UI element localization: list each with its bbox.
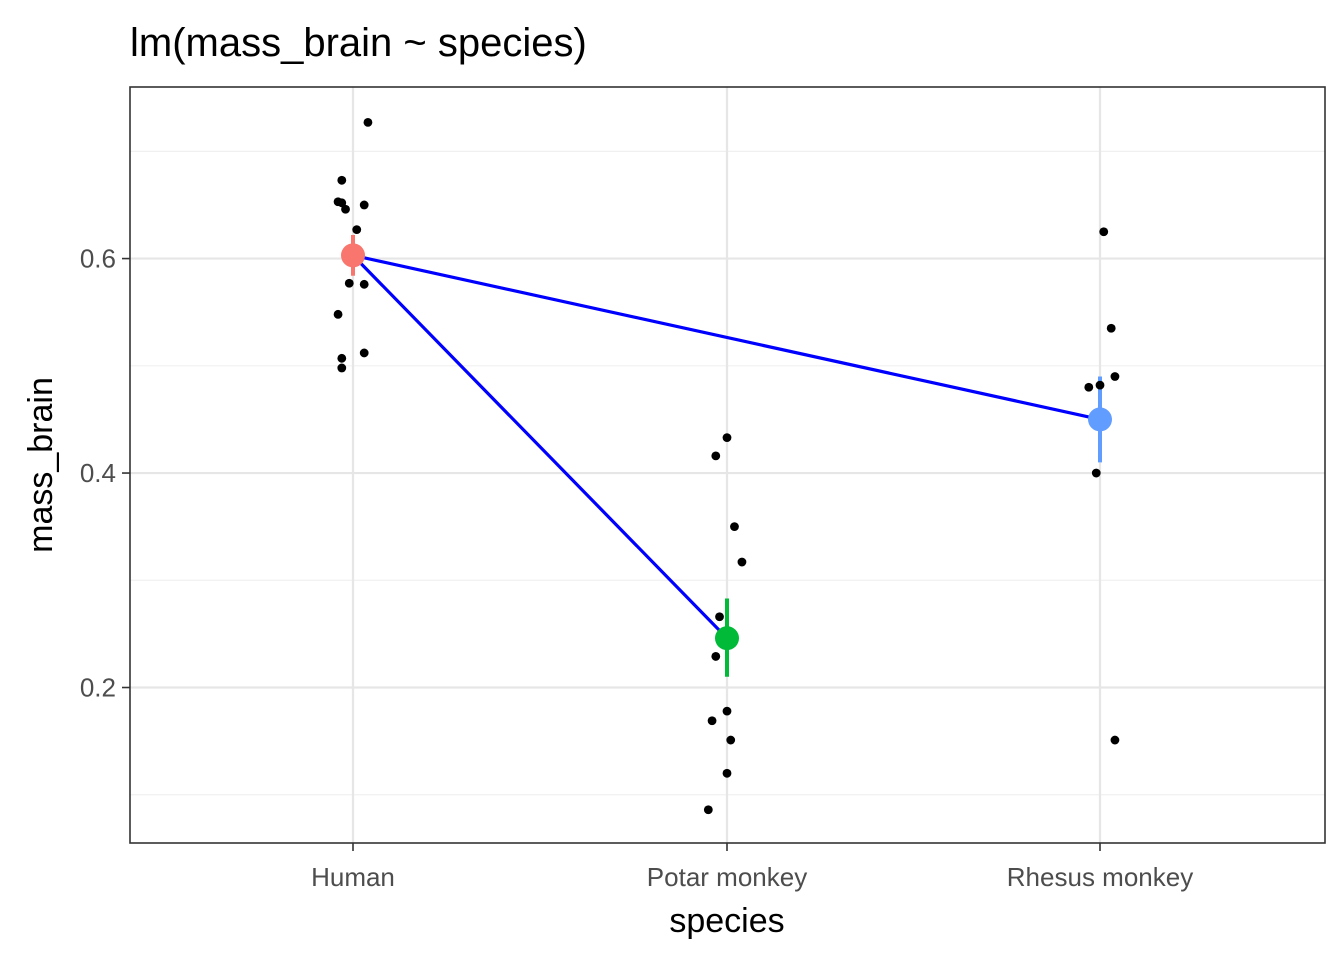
estimate-point xyxy=(341,243,365,268)
observation-point xyxy=(1095,380,1105,390)
observation-point xyxy=(337,363,347,373)
observation-point xyxy=(337,353,347,363)
gridlines xyxy=(130,87,1325,843)
observation-point xyxy=(726,735,736,745)
observation-point xyxy=(341,204,350,214)
y-tick-label: 0.4 xyxy=(80,458,116,488)
observation-point xyxy=(722,768,732,778)
observation-point xyxy=(333,309,343,319)
observation-point xyxy=(337,198,347,208)
observation-point xyxy=(1091,468,1101,478)
comparison-line xyxy=(351,254,729,640)
comparison-line xyxy=(352,253,1101,421)
observation-point xyxy=(359,348,369,358)
observation-point xyxy=(363,117,373,127)
observation-point xyxy=(1110,372,1120,381)
observation-point xyxy=(711,451,721,461)
observation-point xyxy=(359,279,369,289)
observation-point xyxy=(344,278,354,288)
y-tick-label: 0.2 xyxy=(80,673,116,703)
observation-point xyxy=(711,652,721,661)
observation-point xyxy=(1084,382,1094,392)
observation-point xyxy=(703,805,713,815)
estimate-point xyxy=(715,626,739,651)
y-axis-title: mass_brain xyxy=(22,377,60,553)
observation-point xyxy=(352,225,362,235)
observation-point xyxy=(722,706,732,716)
observation-point xyxy=(1099,227,1109,237)
estimate-points xyxy=(341,243,1112,651)
y-tick-label: 0.6 xyxy=(80,244,116,274)
chart-title: lm(mass_brain ~ species) xyxy=(130,21,587,65)
x-tick-label: Human xyxy=(311,862,395,892)
observation-point xyxy=(359,200,369,210)
observation-point xyxy=(722,433,732,443)
comparison-lines xyxy=(351,253,1101,640)
x-tick-label: Rhesus monkey xyxy=(1007,862,1193,892)
x-axis: Human Potar monkey Rhesus monkey xyxy=(311,843,1193,892)
x-tick-label: Potar monkey xyxy=(647,862,807,892)
observation-points xyxy=(333,117,1120,815)
observation-point xyxy=(715,612,724,622)
observation-point xyxy=(730,522,739,532)
observation-point xyxy=(337,175,347,185)
observation-point xyxy=(707,716,717,726)
y-axis: 0.2 0.4 0.6 xyxy=(80,244,130,703)
estimate-point xyxy=(1088,407,1112,432)
x-axis-title: species xyxy=(669,902,784,940)
observation-point xyxy=(737,557,747,567)
observation-point xyxy=(1106,323,1116,333)
observation-point xyxy=(1110,735,1120,745)
